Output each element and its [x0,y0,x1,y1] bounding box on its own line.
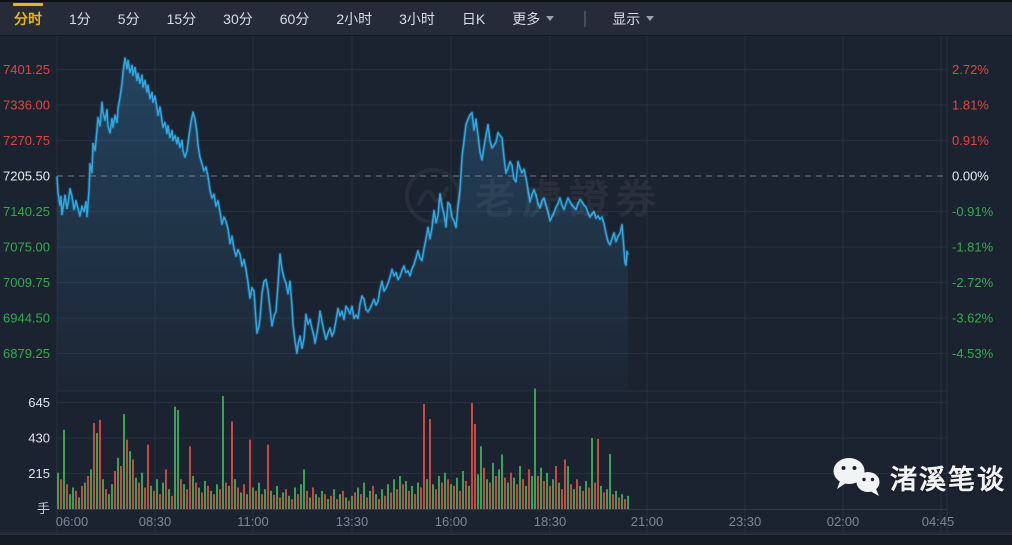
svg-text:215: 215 [28,466,50,481]
svg-text:7270.75: 7270.75 [3,133,50,148]
svg-text:11:00: 11:00 [237,514,269,529]
tab-label: 15分 [166,10,197,27]
svg-text:手: 手 [37,501,50,516]
price-volume-chart[interactable]: 7401.25 7336.00 7270.75 7205.50 7140.25 7075.… [0,36,1012,534]
tab-label: 3小时 [399,10,435,27]
tab-更多[interactable]: 更多 [506,2,560,35]
svg-text:21:00: 21:00 [631,514,664,529]
svg-text:08:30: 08:30 [139,514,172,529]
svg-text:-4.53%: -4.53% [952,346,994,361]
tab-label: 1分 [69,10,91,27]
svg-text:7401.25: 7401.25 [3,62,50,77]
volume-axis: 645 430 215 手 [28,395,50,516]
display-menu-label: 显示 [612,10,641,27]
tab-15分[interactable]: 15分 [161,2,203,35]
tab-3小时[interactable]: 3小时 [393,2,441,35]
svg-text:0.00%: 0.00% [952,169,989,184]
tab-label: 2小时 [336,10,373,27]
tab-分时[interactable]: 分时 [8,2,48,35]
svg-text:16:00: 16:00 [435,514,468,529]
volume-bars [57,388,629,509]
period-toolbar: 分时 1分 5分 15分 30分 60分 2小时 3小时 日K 更多 显示 [0,0,1012,36]
tab-label: 60分 [279,10,310,27]
tab-日K[interactable]: 日K [456,2,491,35]
svg-text:-3.62%: -3.62% [952,311,994,326]
svg-text:7336.00: 7336.00 [3,98,50,113]
chevron-down-icon [646,16,655,21]
svg-text:6944.50: 6944.50 [3,311,50,326]
svg-text:7205.50: 7205.50 [3,169,50,184]
toolbar-tabs: 分时 1分 5分 15分 30分 60分 2小时 3小时 日K 更多 [0,2,560,35]
toolbar-divider [584,10,587,27]
svg-text:04:45: 04:45 [922,514,955,529]
svg-text:06:00: 06:00 [56,514,89,529]
left-price-axis: 7401.25 7336.00 7270.75 7205.50 7140.25 7075.… [3,62,50,361]
tab-5分[interactable]: 5分 [112,2,146,35]
bottom-edge-strip [0,534,1012,545]
tab-label: 分时 [14,10,42,27]
chevron-down-icon [546,16,555,21]
svg-text:18:30: 18:30 [534,514,567,529]
svg-text:645: 645 [28,395,50,410]
price-area-fill [57,58,628,391]
tab-label: 30分 [223,10,253,27]
svg-text:23:30: 23:30 [729,514,762,529]
tab-30分[interactable]: 30分 [217,2,259,35]
price-line-series [55,56,630,355]
right-percent-axis: 2.72% 1.81% 0.91% 0.00% -0.91% -1.81% -2.72% -3… [952,62,994,361]
svg-text:-2.72%: -2.72% [952,275,994,290]
svg-text:1.81%: 1.81% [952,98,989,113]
svg-text:7009.75: 7009.75 [3,275,50,290]
svg-text:7140.25: 7140.25 [3,204,50,219]
tab-60分[interactable]: 60分 [274,2,316,35]
svg-text:7075.00: 7075.00 [3,240,50,255]
svg-text:0.91%: 0.91% [952,133,989,148]
tab-1分[interactable]: 1分 [63,2,97,35]
svg-text:-1.81%: -1.81% [952,240,994,255]
tab-label: 5分 [117,10,140,27]
svg-text:02:00: 02:00 [827,514,860,529]
time-axis: 06:00 08:30 11:00 13:30 16:00 18:30 21:00 23:30… [56,514,955,529]
svg-text:-0.91%: -0.91% [952,204,994,219]
display-menu-button[interactable]: 显示 [606,9,660,29]
tab-2小时[interactable]: 2小时 [330,2,378,35]
svg-text:13:30: 13:30 [336,514,369,529]
svg-text:430: 430 [28,431,50,446]
chart-area: 7401.25 7336.00 7270.75 7205.50 7140.25 7075.… [0,36,1012,534]
tab-label: 日K [461,10,486,27]
tab-label: 更多 [512,10,541,27]
svg-text:2.72%: 2.72% [952,62,989,77]
svg-text:6879.25: 6879.25 [3,346,50,361]
